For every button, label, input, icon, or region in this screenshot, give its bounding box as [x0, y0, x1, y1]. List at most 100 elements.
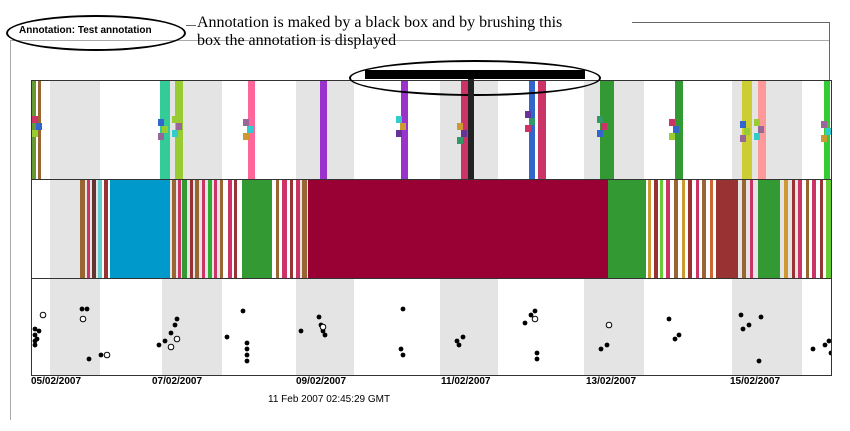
data-point — [672, 336, 678, 342]
callout-line-right — [632, 22, 830, 23]
activity-stripe — [182, 180, 187, 278]
scatter-track[interactable] — [31, 278, 832, 376]
data-point-hollow — [531, 315, 539, 323]
activity-stripe — [826, 180, 831, 278]
event-bar — [538, 81, 546, 179]
data-point — [168, 330, 174, 336]
event-marker — [597, 130, 603, 137]
annotation-box[interactable] — [365, 70, 585, 79]
event-marker — [400, 123, 406, 130]
cursor-timestamp: 11 Feb 2007 02:45:29 GMT — [268, 394, 391, 405]
event-bar — [401, 81, 408, 179]
activity-stripe — [98, 180, 102, 278]
event-marker — [162, 126, 168, 133]
data-point — [756, 358, 762, 364]
data-point-hollow — [605, 321, 613, 329]
activity-stripe — [302, 180, 307, 278]
activity-stripe — [220, 180, 223, 278]
event-marker — [821, 121, 827, 128]
annotation-label[interactable]: Annotation: Test annotation — [19, 25, 152, 36]
data-point-hollow — [319, 323, 327, 331]
activity-stripe — [654, 180, 658, 278]
event-marker — [758, 126, 764, 133]
event-marker — [457, 123, 463, 130]
annotation-oval-highlight — [6, 15, 186, 51]
activity-stripe — [195, 180, 199, 278]
event-marker — [740, 135, 746, 142]
activity-stripe — [110, 180, 170, 278]
activity-stripe — [820, 180, 823, 278]
activity-stripe — [716, 180, 738, 278]
event-marker — [172, 130, 178, 137]
data-point — [240, 308, 246, 314]
event-track[interactable] — [31, 80, 832, 180]
data-point — [32, 342, 38, 348]
caption-line-2: box the annotation is displayed — [197, 32, 397, 49]
data-point — [298, 328, 304, 334]
event-marker — [744, 128, 750, 135]
activity-stripe — [742, 180, 746, 278]
data-point — [454, 338, 460, 344]
data-point — [172, 322, 178, 328]
data-point — [86, 356, 92, 362]
activity-stripe — [674, 180, 678, 278]
activity-stripe — [308, 180, 608, 278]
activity-stripe — [242, 180, 272, 278]
activity-stripe — [190, 180, 193, 278]
caption-text: Annotation is maked by a black box and b… — [197, 14, 637, 50]
data-point — [244, 346, 250, 352]
data-point-hollow — [173, 335, 181, 343]
data-point — [738, 312, 744, 318]
visualization-frame — [10, 40, 830, 420]
activity-stripe — [104, 180, 108, 278]
data-point-hollow — [167, 343, 175, 351]
callout-line-down — [829, 22, 830, 80]
event-marker — [669, 133, 675, 140]
activity-stripe — [290, 180, 293, 278]
data-point — [826, 338, 831, 344]
data-point — [666, 316, 672, 322]
night-shade — [162, 81, 222, 179]
data-point — [522, 320, 528, 326]
event-marker — [32, 116, 38, 123]
event-marker — [597, 116, 603, 123]
activity-stripe — [812, 180, 816, 278]
activity-stripe — [666, 180, 670, 278]
data-point — [810, 346, 816, 352]
scatter-canvas — [32, 279, 831, 375]
event-marker — [754, 133, 760, 140]
data-point — [34, 336, 40, 342]
activity-stripe — [798, 180, 802, 278]
event-marker — [673, 126, 679, 133]
event-marker — [243, 119, 249, 126]
activity-stripe — [92, 180, 96, 278]
data-point — [400, 306, 406, 312]
data-point — [322, 332, 328, 338]
data-point — [532, 308, 538, 314]
data-point — [598, 346, 604, 352]
caption-line-1: Annotation is maked by a black box and b… — [197, 14, 563, 31]
event-track-canvas — [32, 81, 831, 179]
callout-line-left — [186, 25, 196, 26]
date-label: 13/02/2007 — [586, 376, 637, 387]
data-point — [224, 334, 230, 340]
activity-stripe — [87, 180, 90, 278]
activity-band-track[interactable] — [31, 179, 832, 279]
event-marker — [172, 116, 178, 123]
date-label: 11/02/2007 — [441, 376, 491, 387]
date-label: 07/02/2007 — [152, 376, 203, 387]
activity-stripe — [172, 180, 176, 278]
data-point — [400, 352, 406, 358]
night-shade — [440, 279, 498, 375]
event-marker — [396, 116, 402, 123]
data-point — [32, 332, 38, 338]
data-point — [79, 306, 85, 312]
event-bar — [529, 81, 535, 179]
activity-band-canvas — [50, 180, 831, 278]
activity-stripe — [750, 180, 753, 278]
data-point — [174, 316, 180, 322]
activity-stripe — [710, 180, 713, 278]
data-point — [822, 342, 828, 348]
activity-stripe — [608, 180, 646, 278]
activity-stripe — [214, 180, 217, 278]
